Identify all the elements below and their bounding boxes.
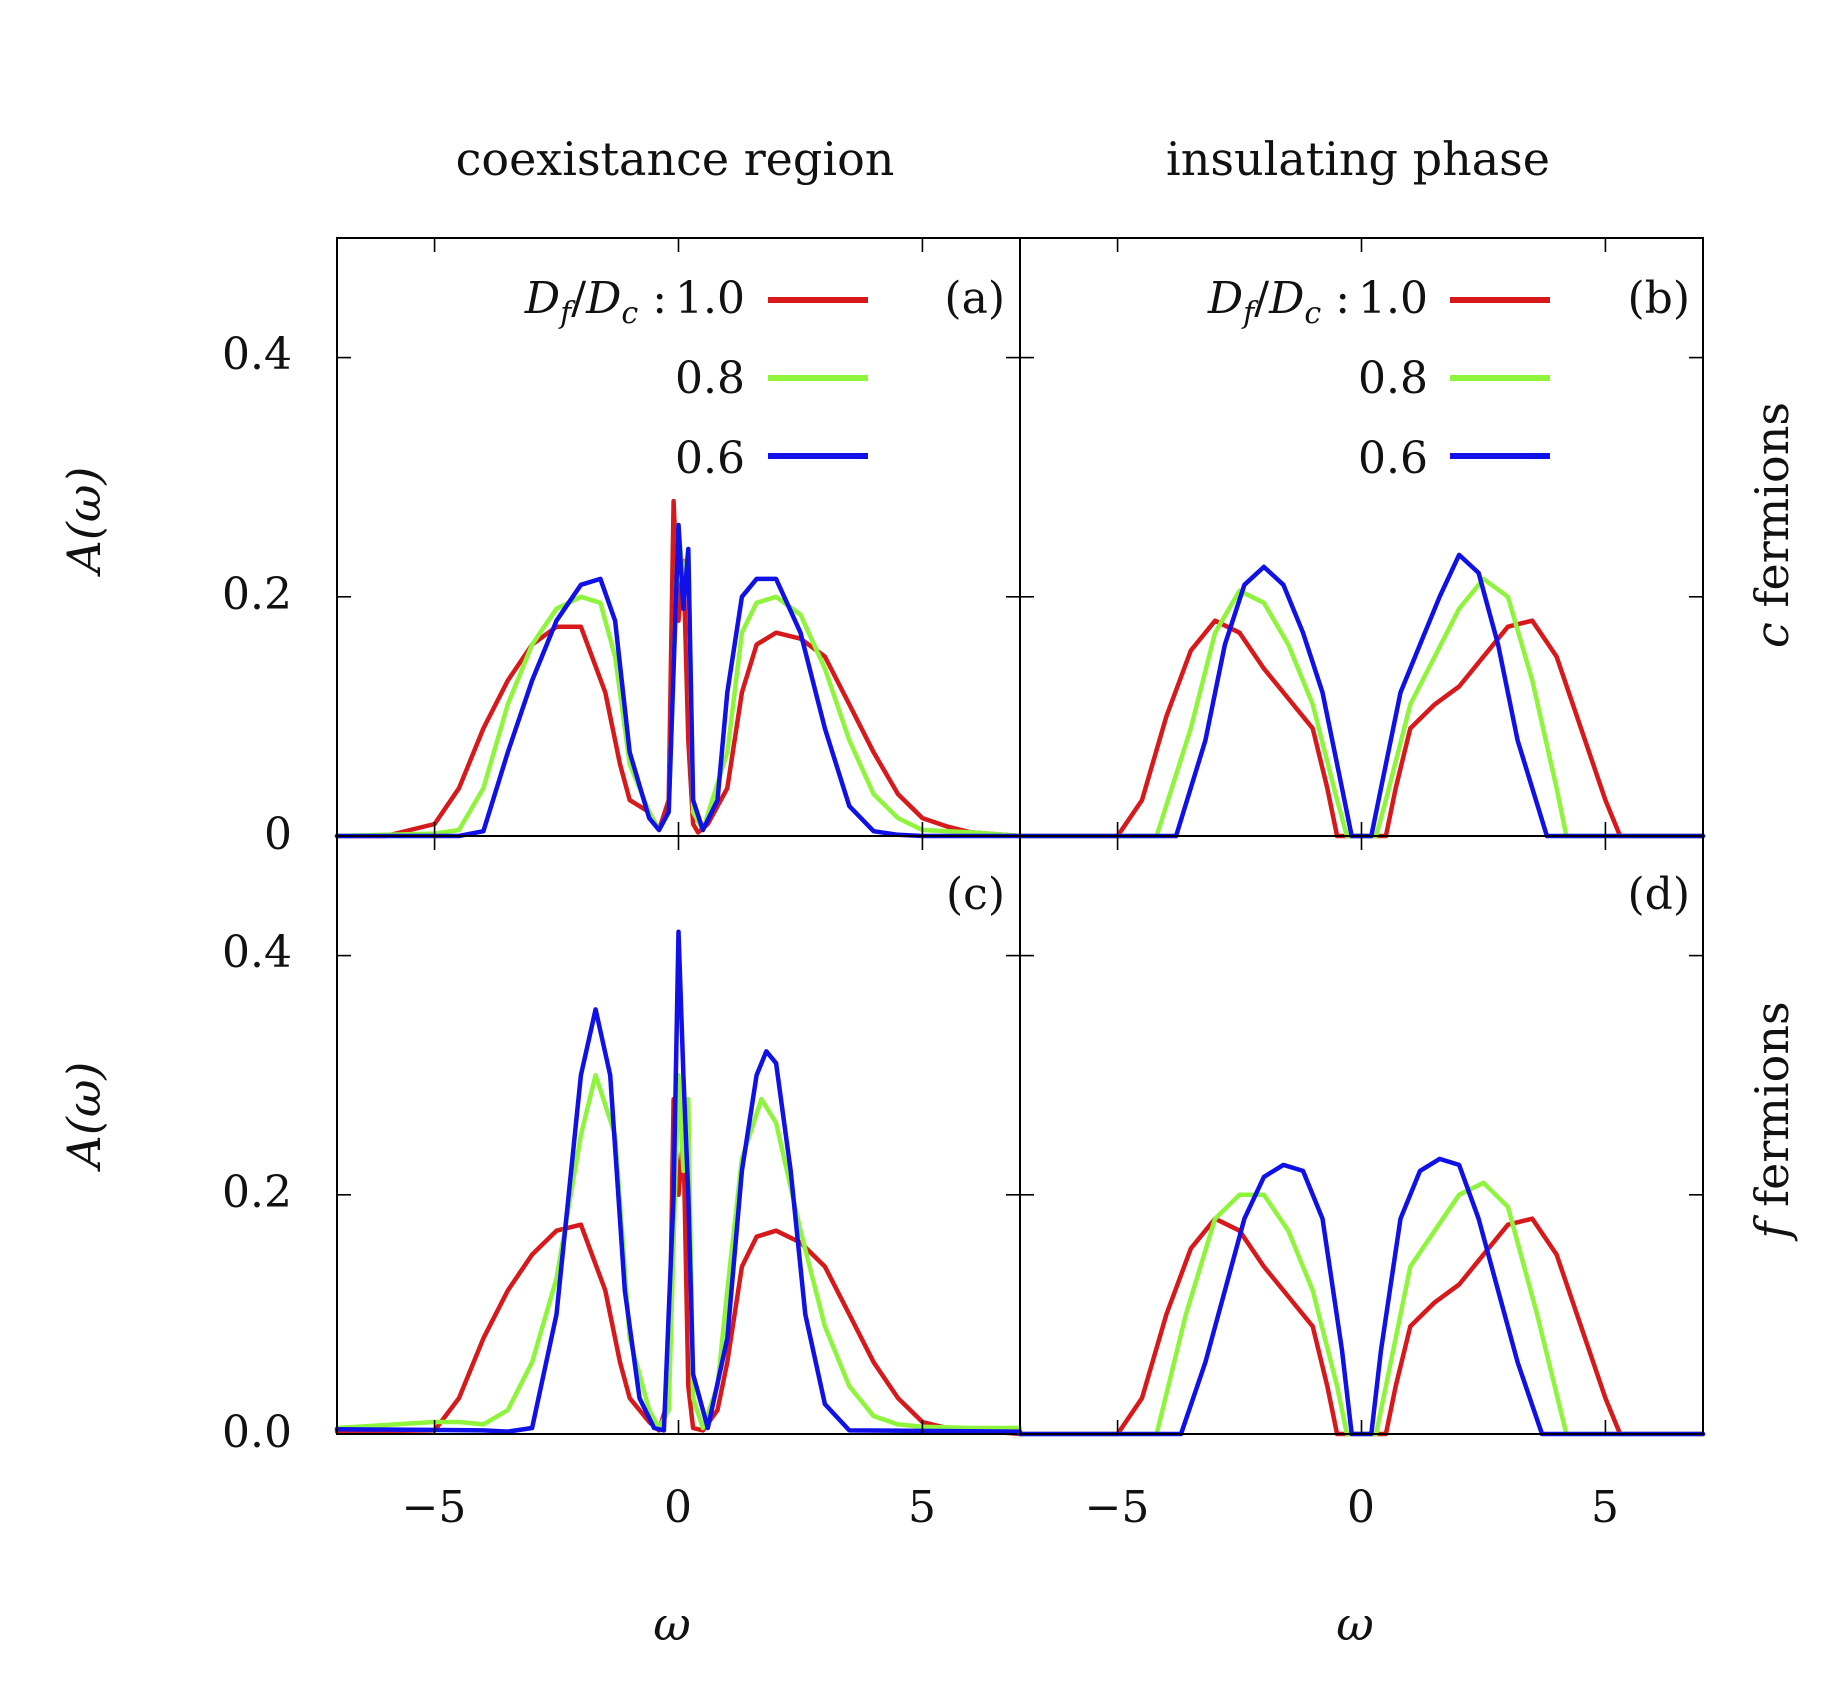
y-axis-label-bottom: A(ω) — [57, 1062, 111, 1173]
row-label-c-fermions: c fermions — [1745, 402, 1799, 648]
y-axis-label-top: A(ω) — [57, 467, 111, 578]
legend-a-label-1.0: 1.0 — [675, 273, 745, 324]
svg-text:c fermions: c fermions — [1745, 402, 1799, 648]
series-line-0.6 — [1017, 552, 1706, 839]
legend-a-title: Df/Dc : — [524, 273, 667, 331]
series-line-1.0 — [1017, 618, 1706, 839]
series-line-0.8 — [334, 1072, 1023, 1431]
column-title-coexistance: coexistance region — [456, 132, 895, 186]
row-label-c-symbol: c — [1745, 622, 1799, 648]
svg-text:f fermions: f fermions — [1745, 1001, 1799, 1241]
y-tick-label-top-0.4: 0.4 — [222, 329, 292, 380]
x-tick-label-right-minus5: −5 — [1085, 1482, 1150, 1533]
legend-b: Df/Dc : 1.0 0.8 0.6 — [1207, 273, 1550, 484]
y-tick-label-bottom-0.2: 0.2 — [222, 1167, 292, 1218]
row-label-c-text: fermions — [1745, 402, 1799, 622]
legend-b-label-0.8: 0.8 — [1358, 353, 1428, 404]
panel-b-frame — [1019, 237, 1704, 837]
panel-a-curves — [334, 498, 1023, 839]
x-tick-label-left-5: 5 — [908, 1482, 936, 1533]
panel-d-frame — [1019, 835, 1704, 1435]
panel-c-curves — [334, 929, 1023, 1437]
legend-b-label-1.0: 1.0 — [1358, 273, 1428, 324]
panel-b: (b) — [1017, 237, 1706, 839]
panel-a: (a) — [334, 237, 1023, 839]
legend-a-label-0.6: 0.6 — [675, 433, 745, 484]
y-tick-label-bottom-0.4: 0.4 — [222, 927, 292, 978]
x-tick-label-left-0: 0 — [664, 1482, 692, 1533]
series-line-0.6 — [1017, 1156, 1706, 1437]
panel-c-ticks — [337, 836, 1020, 1434]
y-tick-label-bottom-0.0: 0.0 — [222, 1407, 292, 1458]
legend-b-title: Df/Dc : — [1207, 273, 1350, 331]
column-title-insulating: insulating phase — [1166, 132, 1550, 186]
row-label-f-text: fermions — [1745, 1001, 1799, 1221]
svg-text:A(ω): A(ω) — [57, 1062, 111, 1173]
legend-a: Df/Dc : 1.0 0.8 0.6 — [524, 273, 868, 484]
panel-b-ticks — [1020, 238, 1703, 836]
panel-tag-b: (b) — [1628, 273, 1691, 324]
x-tick-label-right-5: 5 — [1591, 1482, 1619, 1533]
panel-c: (c) — [334, 835, 1023, 1437]
legend-a-label-0.8: 0.8 — [675, 353, 745, 404]
x-axis-label-right: ω — [1336, 1597, 1374, 1651]
x-axis-label-left: ω — [653, 1597, 691, 1651]
series-line-0.8 — [1017, 576, 1706, 839]
row-label-f-fermions: f fermions — [1745, 1001, 1799, 1241]
panel-a-ticks — [337, 238, 1020, 836]
panel-d: (d) — [1017, 835, 1706, 1437]
svg-text:A(ω): A(ω) — [57, 467, 111, 578]
legend-b-label-0.6: 0.6 — [1358, 433, 1428, 484]
panel-b-curves — [1017, 552, 1706, 839]
series-line-0.6 — [334, 522, 1023, 839]
panel-d-ticks — [1020, 836, 1703, 1434]
y-tick-label-top-0.2: 0.2 — [222, 569, 292, 620]
y-tick-label-top-0: 0 — [264, 809, 292, 860]
x-tick-label-left-minus5: −5 — [402, 1482, 467, 1533]
series-line-0.6 — [334, 929, 1023, 1434]
series-line-1.0 — [1017, 1216, 1706, 1437]
series-line-0.8 — [1017, 1180, 1706, 1437]
panel-tag-a: (a) — [944, 273, 1005, 324]
panel-d-curves — [1017, 1156, 1706, 1437]
panel-tag-c: (c) — [946, 869, 1005, 920]
panel-tag-d: (d) — [1628, 869, 1691, 920]
x-tick-label-right-0: 0 — [1347, 1482, 1375, 1533]
